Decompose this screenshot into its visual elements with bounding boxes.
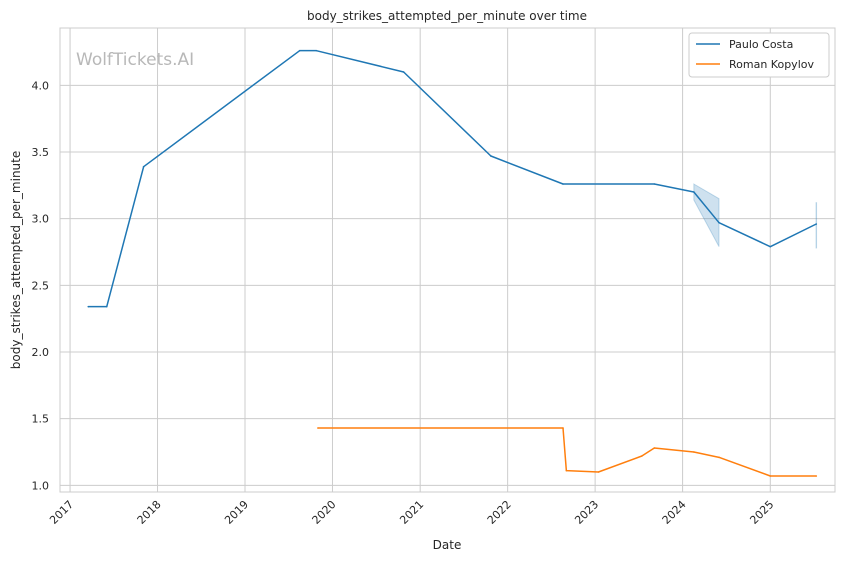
data-point xyxy=(562,427,564,429)
data-point xyxy=(402,71,405,73)
y-tick-label: 3.5 xyxy=(32,146,50,159)
data-point xyxy=(693,191,695,193)
legend-label: Roman Kopylov xyxy=(729,58,814,71)
y-tick-label: 2.0 xyxy=(32,346,50,359)
chart-title: body_strikes_attempted_per_minute over t… xyxy=(307,9,587,23)
data-point xyxy=(565,469,568,472)
legend: Paulo Costa Roman Kopylov xyxy=(688,32,830,78)
x-tick-label: 2023 xyxy=(572,498,601,527)
y-tick-label: 2.5 xyxy=(32,279,50,292)
y-tick-label: 1.0 xyxy=(32,479,50,492)
data-point xyxy=(718,221,720,224)
x-tick-label: 2022 xyxy=(485,498,514,527)
x-tick-labels: 2017 2018 2019 2020 2021 2022 2023 2024 2025 xyxy=(47,498,776,527)
x-tick-label: 2017 xyxy=(47,498,76,527)
watermark: WolfTickets.AI xyxy=(76,50,194,70)
data-point xyxy=(298,49,301,52)
data-point xyxy=(317,427,319,429)
data-point xyxy=(597,471,600,473)
data-point xyxy=(769,245,772,248)
y-tick-label: 1.5 xyxy=(32,413,50,426)
x-tick-label: 2025 xyxy=(747,498,776,527)
series-line-roman-kopylov xyxy=(317,427,817,477)
legend-label: Paulo Costa xyxy=(729,38,793,51)
data-point xyxy=(769,475,772,477)
grid xyxy=(60,28,835,492)
data-point xyxy=(653,447,656,449)
data-point xyxy=(490,155,492,157)
series-lines xyxy=(87,49,818,477)
data-point xyxy=(315,49,318,52)
y-tick-labels: 1.0 1.5 2.0 2.5 3.0 3.5 4.0 xyxy=(32,79,50,492)
x-tick-label: 2021 xyxy=(397,498,426,527)
legend-box xyxy=(688,32,830,78)
plot-area xyxy=(59,27,836,493)
data-point xyxy=(815,475,818,477)
y-tick-label: 3.0 xyxy=(32,213,50,226)
y-tick-label: 4.0 xyxy=(32,79,50,92)
x-tick-label: 2018 xyxy=(135,498,164,527)
x-tick-label: 2019 xyxy=(222,498,251,527)
data-point xyxy=(105,305,108,308)
data-point xyxy=(815,223,818,225)
data-point xyxy=(653,183,656,185)
x-tick-label: 2020 xyxy=(310,498,339,527)
x-axis-label: Date xyxy=(433,538,462,552)
data-point xyxy=(693,451,695,453)
data-point xyxy=(562,183,564,185)
y-axis-label: body_strikes_attempted_per_minute xyxy=(9,151,23,369)
data-point xyxy=(87,305,90,308)
data-point xyxy=(718,456,720,459)
x-tick-label: 2024 xyxy=(660,498,689,527)
data-point xyxy=(641,455,643,457)
data-point xyxy=(142,165,145,168)
